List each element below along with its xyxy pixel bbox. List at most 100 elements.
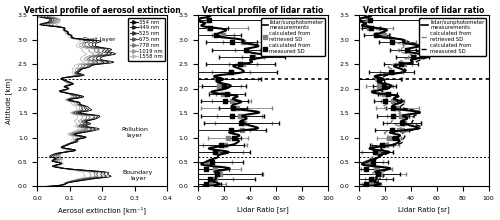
Point — [212, 33, 220, 37]
Point — [220, 84, 228, 88]
Point — [202, 182, 209, 186]
Point — [250, 55, 258, 59]
Title: Vertical profile of lidar ratio: Vertical profile of lidar ratio — [363, 6, 484, 15]
Point — [397, 62, 405, 66]
Point — [208, 160, 216, 164]
Point — [228, 40, 235, 44]
Point — [400, 62, 408, 66]
Point — [223, 92, 231, 95]
Point — [228, 114, 236, 117]
Point — [369, 160, 377, 164]
Point — [398, 121, 406, 125]
Point — [204, 26, 212, 29]
X-axis label: Lidar Ratio [sr]: Lidar Ratio [sr] — [398, 207, 450, 213]
Point — [362, 168, 370, 171]
Point — [227, 128, 235, 132]
Point — [375, 77, 383, 81]
Point — [214, 84, 222, 88]
Title: Vertical profile of lidar ratio: Vertical profile of lidar ratio — [202, 6, 324, 15]
Point — [221, 143, 229, 147]
X-axis label: Aerosol extinction [km⁻¹]: Aerosol extinction [km⁻¹] — [58, 207, 146, 214]
Point — [388, 70, 396, 73]
Point — [213, 150, 221, 154]
Point — [378, 143, 386, 147]
Point — [219, 92, 227, 95]
Point — [404, 48, 412, 51]
Point — [217, 143, 225, 147]
Point — [236, 114, 244, 117]
Point — [385, 136, 393, 139]
Point — [380, 92, 388, 95]
Point — [376, 84, 384, 88]
Point — [206, 177, 214, 181]
Point — [408, 55, 416, 59]
Point — [210, 150, 218, 154]
Point — [227, 70, 235, 73]
Point — [366, 18, 374, 22]
Point — [364, 18, 372, 22]
Text: Pollution
layer: Pollution layer — [122, 127, 148, 138]
Point — [237, 121, 245, 125]
Point — [394, 106, 402, 110]
Point — [400, 40, 408, 44]
Point — [398, 128, 406, 132]
Point — [374, 77, 382, 81]
Point — [372, 168, 380, 171]
Title: Vertical profile of aerosol extinction: Vertical profile of aerosol extinction — [24, 6, 180, 15]
Point — [238, 128, 246, 132]
Point — [240, 62, 248, 66]
Point — [230, 136, 238, 139]
Point — [224, 136, 232, 139]
Point — [206, 182, 214, 186]
Point — [388, 70, 396, 73]
Point — [388, 99, 396, 103]
Point — [232, 106, 240, 110]
Point — [388, 128, 396, 132]
Point — [202, 168, 209, 171]
Point — [213, 77, 221, 81]
Point — [362, 182, 370, 186]
X-axis label: Lidar Ratio [sr]: Lidar Ratio [sr] — [237, 207, 289, 213]
Point — [212, 168, 220, 171]
Point — [244, 48, 252, 51]
Y-axis label: Altitude [km]: Altitude [km] — [6, 78, 12, 124]
Point — [372, 150, 380, 154]
Point — [240, 121, 248, 125]
Point — [366, 177, 374, 181]
Point — [228, 99, 236, 103]
Point — [368, 182, 376, 186]
Point — [382, 99, 390, 103]
Point — [204, 160, 212, 164]
Point — [376, 172, 384, 176]
Point — [211, 177, 219, 181]
Text: Boundary
layer: Boundary layer — [123, 170, 153, 181]
Legend: lidar/sunphotometer
measurements, calculated from
retrieved SD, calculated from
: lidar/sunphotometer measurements, calcul… — [419, 18, 486, 56]
Point — [382, 143, 390, 147]
Point — [366, 26, 374, 29]
Point — [367, 26, 375, 29]
Point — [240, 40, 248, 44]
Point — [206, 18, 214, 22]
Point — [227, 70, 235, 73]
Point — [374, 150, 382, 154]
Point — [380, 33, 388, 37]
Point — [228, 106, 236, 110]
Point — [388, 40, 396, 44]
Point — [214, 77, 222, 81]
Text: Dust layer: Dust layer — [83, 37, 116, 42]
Point — [204, 18, 212, 22]
Point — [216, 172, 224, 176]
Point — [410, 55, 418, 59]
Point — [403, 48, 411, 51]
Point — [389, 114, 397, 117]
Point — [391, 136, 399, 139]
Point — [213, 172, 221, 176]
Point — [248, 55, 256, 59]
Point — [374, 172, 382, 176]
Point — [384, 92, 392, 95]
Point — [390, 106, 398, 110]
Point — [219, 33, 227, 37]
Point — [400, 121, 408, 125]
Point — [236, 62, 244, 66]
Point — [242, 48, 250, 51]
